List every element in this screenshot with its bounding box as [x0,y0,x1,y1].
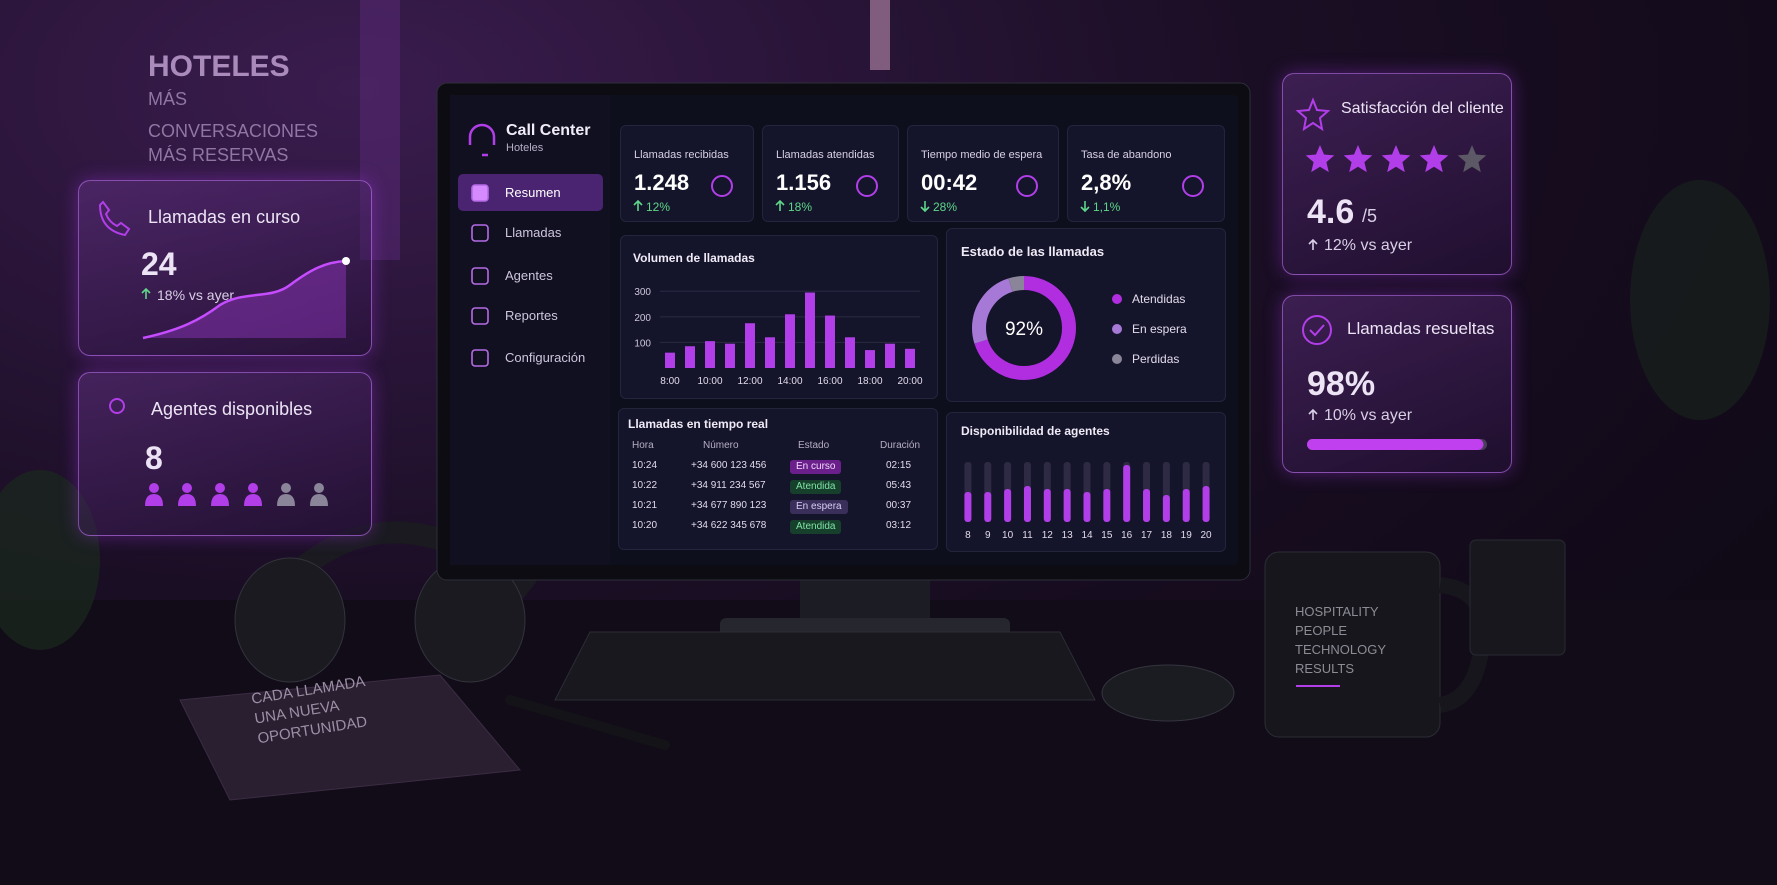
mug [1264,551,1441,738]
table-cell: 03:12 [886,520,912,531]
sidebar [450,95,610,565]
card-title: Llamadas en curso [148,207,301,227]
monitor-stand [800,575,930,625]
kpi-label: Llamadas recibidas [634,149,729,161]
notebook [179,674,521,801]
status-badge: En curso [790,460,842,474]
status-badge: En espera [790,500,848,514]
table-cell: 10:20 [632,520,658,531]
poster-title: HOTELES [148,50,290,83]
status-badge: Atendida [790,520,842,534]
table-header: Número [703,440,739,451]
table-cell: 05:43 [886,480,912,491]
headphones [234,557,346,683]
table-cell: +34 622 345 678 [691,520,767,531]
table-cell: 10:22 [632,480,658,491]
pen [505,695,670,750]
nav-item[interactable]: Llamadas [505,225,562,240]
chart-title: Disponibilidad de agentes [961,424,1110,438]
table-cell: 00:37 [886,500,912,511]
chart-title: Estado de las llamadas [961,244,1105,259]
poster-line: CONVERSACIONES [148,121,319,141]
card-change: 12% vs ayer [1324,237,1413,254]
nav-item[interactable]: Reportes [505,308,558,323]
mouse [1101,664,1235,722]
table-cell: 10:24 [632,460,658,471]
nav-item[interactable]: Configuración [505,350,586,365]
kpi-label: Tasa de abandono [1081,149,1172,161]
card-change: 10% vs ayer [1324,407,1413,424]
table-cell: 10:21 [632,500,658,511]
kpi-value: 00:42 [921,170,978,195]
poster-line: MÁS [148,89,188,109]
table-cell: +34 677 890 123 [691,500,767,511]
chart-title: Volumen de llamadas [633,251,755,265]
nav-item[interactable]: Agentes [505,268,553,283]
table-header: Hora [632,440,654,451]
mug-text: HOSPITALITY PEOPLE TECHNOLOGY RESULTS [1295,602,1386,678]
light-beam [870,0,890,70]
table-cell: +34 911 234 567 [691,480,766,491]
brand-title: Call Center [506,122,591,139]
card-value: 98% [1307,365,1376,403]
card-value: 8 [145,440,163,476]
table-cell: 02:15 [886,460,912,471]
kpi-value: 2,8% [1081,170,1132,195]
mug-line: TECHNOLOGY [1295,642,1387,657]
card-title: Satisfacción del cliente [1341,100,1504,117]
status-badge: Atendida [790,480,842,494]
nav-item[interactable]: Resumen [505,185,561,200]
table-cell: +34 600 123 456 [691,460,767,471]
mug-line: HOSPITALITY [1295,604,1379,619]
table-panel [618,408,938,550]
kpi-change: 1,1% [1093,200,1121,214]
plant [0,470,100,650]
kpi-card [907,125,1059,222]
table-title: Llamadas en tiempo real [628,417,769,431]
table-header: Estado [798,440,830,451]
kpi-card [762,125,899,222]
brand-subtitle: Hoteles [506,142,544,154]
kpi-card [1067,125,1225,222]
kpi-label: Llamadas atendidas [776,149,875,161]
kpi-value: 1.156 [776,170,832,195]
plant [1630,180,1770,420]
card-scale: /5 [1362,206,1378,226]
card-title: Llamadas resueltas [1347,319,1495,338]
kpi-change: 18% [788,200,813,214]
kpi-change: 12% [646,200,671,214]
pencil-cup [1469,539,1566,656]
mug-line: PEOPLE [1295,623,1348,638]
kpi-value: 1.248 [634,170,690,195]
mug-line: RESULTS [1295,661,1354,676]
keyboard [554,631,1096,701]
kpi-label: Tiempo medio de espera [921,149,1043,161]
kpi-change: 28% [933,200,958,214]
table-header: Duración [880,440,921,451]
card-title: Agentes disponibles [151,399,313,419]
poster-line: MÁS RESERVAS [148,145,289,165]
card [78,372,372,536]
card-value: 4.6 [1307,193,1355,231]
